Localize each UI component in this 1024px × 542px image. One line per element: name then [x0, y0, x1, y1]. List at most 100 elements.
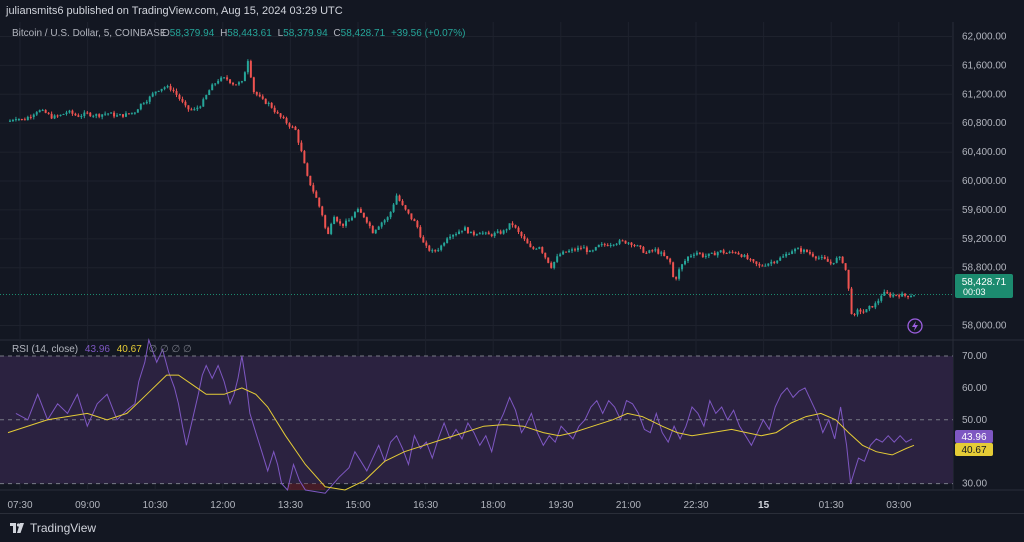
time-tick-label: 12:00 [210, 500, 235, 511]
candle-body [481, 232, 484, 234]
candle-body [624, 240, 627, 244]
candle-body [181, 98, 184, 102]
candle-body [892, 294, 895, 297]
candle-body [211, 84, 214, 91]
candle-body [669, 258, 672, 263]
rsi-legend-label: RSI (14, close) [12, 344, 78, 355]
candle-body [541, 247, 544, 253]
candle-body [764, 265, 767, 267]
candle-body [698, 252, 701, 254]
candle-body [639, 245, 642, 248]
candle-body [249, 61, 252, 78]
candle-body [642, 247, 645, 253]
candle-body [508, 223, 511, 230]
candle-body [350, 217, 353, 221]
candle-body [621, 240, 624, 242]
rsi-ma-legend-value: 40.67 [117, 344, 142, 355]
candle-body [856, 309, 859, 315]
time-axis[interactable]: 07:30 09:00 10:30 12:00 13:30 15:00 16:30 18:00… [7, 500, 911, 511]
countdown-label: 00:03 [963, 287, 986, 297]
candle-body [362, 212, 365, 218]
candle-body [32, 114, 35, 118]
candle-body [877, 300, 880, 304]
candle-body [309, 175, 312, 186]
candle-body [749, 259, 752, 261]
candle-body [487, 232, 490, 235]
candle-body [832, 262, 835, 264]
candle-body [603, 244, 606, 246]
candle-body [110, 112, 113, 114]
time-tick-label: 16:30 [413, 500, 438, 511]
rsi-extra-icons: ∅ ∅ ∅ ∅ [149, 344, 192, 355]
candle-body [582, 247, 585, 249]
candle-body [333, 217, 336, 224]
candle-body [532, 247, 535, 249]
candle-body [571, 249, 574, 251]
candle-body [359, 209, 362, 213]
price-tick-label: 60,000.00 [962, 176, 1007, 187]
footer-brand: TradingView [30, 521, 97, 535]
candle-body [142, 103, 145, 105]
candle-body [449, 236, 452, 239]
candle-body [514, 225, 517, 228]
candle-body [829, 261, 832, 264]
candle-body [163, 87, 166, 89]
candle-body [217, 80, 220, 84]
candle-body [886, 291, 889, 294]
rsi-legend: RSI (14, close) 43.96 40.67 ∅ ∅ ∅ ∅ [12, 344, 192, 355]
rsi-ma-value-label: 40.67 [961, 445, 986, 456]
candle-body [136, 109, 139, 113]
candle-body [797, 248, 800, 250]
candle-body [398, 195, 401, 201]
candlestick-series [8, 59, 915, 317]
candle-body [728, 251, 731, 254]
candle-body [145, 101, 148, 104]
candle-body [157, 90, 160, 92]
candle-body [904, 293, 907, 296]
rsi-tick-label: 50.00 [962, 415, 987, 426]
candle-body [523, 236, 526, 240]
candle-body [517, 227, 520, 232]
candle-body [838, 256, 841, 258]
rsi-axis[interactable]: 70.00 60.00 50.00 30.00 [962, 351, 987, 490]
candle-body [493, 232, 496, 236]
candle-body [371, 226, 374, 234]
candle-body [14, 119, 17, 121]
lightning-icon[interactable] [907, 318, 923, 334]
candle-body [737, 252, 740, 255]
candle-body [746, 255, 749, 260]
candle-body [707, 253, 710, 256]
change-value: +39.56 (+0.07%) [391, 28, 466, 39]
candle-body [330, 223, 333, 234]
candle-body [98, 114, 101, 117]
candle-body [505, 229, 508, 231]
candle-body [722, 250, 725, 254]
candle-body [490, 234, 493, 236]
candle-body [469, 231, 472, 234]
candle-body [657, 249, 660, 254]
candle-body [502, 230, 505, 234]
candle-body [205, 95, 208, 100]
candle-body [618, 240, 621, 244]
candle-body [47, 112, 50, 114]
candle-body [434, 250, 437, 252]
candle-body [573, 249, 576, 251]
low-label: L [278, 28, 284, 39]
price-tick-label: 59,600.00 [962, 205, 1007, 216]
price-axis[interactable]: 62,000.00 61,600.00 61,200.00 60,800.00 60,4… [962, 31, 1007, 331]
candle-body [23, 119, 26, 121]
candle-body [160, 88, 163, 91]
candle-body [8, 120, 11, 122]
candle-body [794, 249, 797, 252]
candle-body [234, 84, 237, 86]
candle-body [758, 263, 761, 266]
close-value: 58,428.71 [341, 28, 386, 39]
candle-body [526, 239, 529, 244]
candle-body [68, 110, 71, 113]
candle-body [288, 123, 291, 127]
candle-body [550, 262, 553, 268]
candle-body [124, 113, 127, 117]
candle-body [416, 221, 419, 228]
candle-body [53, 115, 56, 119]
